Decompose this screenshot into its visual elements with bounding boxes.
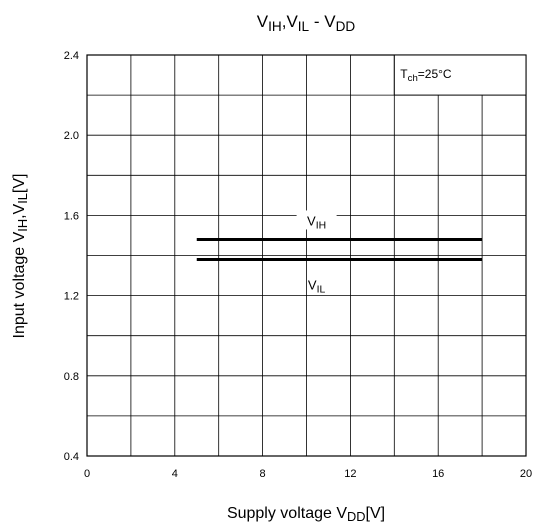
y-tick-label: 2.0 (64, 130, 79, 142)
x-tick-label: 8 (260, 468, 266, 480)
y-axis-label: Input voltage VIH,VIL[V] (11, 174, 30, 339)
chart-title: VIH,VIL - VDD (257, 12, 356, 34)
x-axis-label: Supply voltage VDD[V] (227, 505, 385, 524)
x-tick-label: 4 (172, 468, 178, 480)
y-tick-label: 1.6 (64, 210, 79, 222)
series-label-backing (296, 210, 337, 230)
y-tick-labels: 0.4 0.8 1.2 1.6 2.0 2.4 (64, 50, 79, 463)
condition-box-frame (393, 54, 527, 96)
condition-box: Tch=25°C (393, 54, 527, 96)
x-tick-label: 16 (432, 468, 444, 480)
x-tick-label: 0 (84, 468, 90, 480)
x-tick-label: 20 (520, 468, 532, 480)
series-label-vih: VIH (307, 213, 326, 231)
x-tick-label: 12 (344, 468, 356, 480)
grid (86, 54, 527, 457)
x-tick-labels: 0 4 8 12 16 20 (84, 468, 532, 480)
y-tick-label: 0.4 (64, 451, 79, 463)
y-tick-label: 0.8 (64, 371, 79, 383)
condition-label: Tch=25°C (400, 67, 452, 84)
y-tick-label: 2.4 (64, 50, 79, 62)
series-group: VIH VIL (196, 210, 483, 296)
plot-frame (86, 54, 527, 457)
series-label-vil: VIL (308, 278, 326, 296)
y-tick-label: 1.2 (64, 291, 79, 303)
